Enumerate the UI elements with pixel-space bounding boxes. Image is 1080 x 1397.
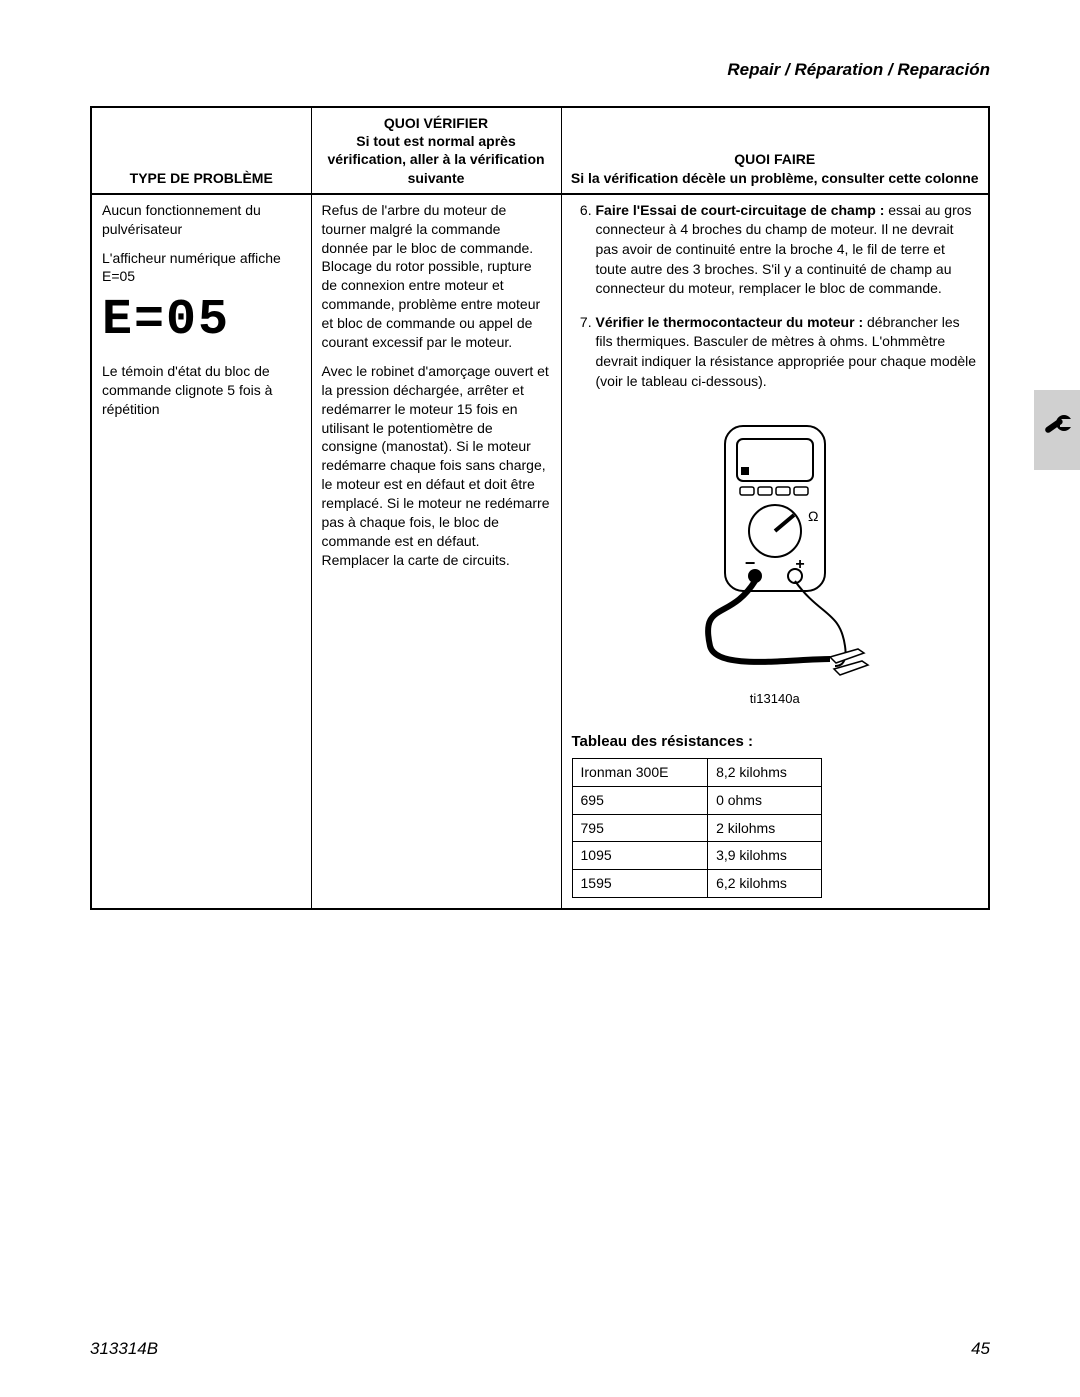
type-text-1: Aucun fonctionnement du pulvérisateur bbox=[102, 201, 301, 239]
column-header-type: TYPE DE PROBLÈME bbox=[91, 107, 311, 194]
resistance-row: 6950 ohms bbox=[572, 786, 821, 814]
resistance-table-title: Tableau des résistances : bbox=[572, 732, 979, 752]
resistance-cell: 695 bbox=[572, 786, 708, 814]
resistance-cell: 2 kilohms bbox=[708, 814, 821, 842]
do-cell: Faire l'Essai de court-circuitage de cha… bbox=[561, 194, 989, 909]
multimeter-illustration: Ω − + bbox=[572, 421, 979, 707]
step-7: Vérifier le thermocontacteur du moteur :… bbox=[596, 313, 979, 391]
resistance-cell: 6,2 kilohms bbox=[708, 870, 821, 898]
resistance-cell: 1595 bbox=[572, 870, 708, 898]
svg-text:+: + bbox=[795, 556, 804, 573]
column-header-check: QUOI VÉRIFIER Si tout est normal après v… bbox=[311, 107, 561, 194]
multimeter-icon: Ω − + bbox=[670, 421, 880, 681]
resistance-cell: 795 bbox=[572, 814, 708, 842]
side-tab bbox=[1034, 390, 1080, 470]
step-6: Faire l'Essai de court-circuitage de cha… bbox=[596, 201, 979, 299]
error-code-display: E=05 bbox=[102, 296, 301, 346]
resistance-cell: 8,2 kilohms bbox=[708, 758, 821, 786]
resistance-row: 10953,9 kilohms bbox=[572, 842, 821, 870]
type-cell: Aucun fonctionnement du pulvérisateur L'… bbox=[91, 194, 311, 909]
resistance-cell: Ironman 300E bbox=[572, 758, 708, 786]
resistance-row: 15956,2 kilohms bbox=[572, 870, 821, 898]
resistance-cell: 0 ohms bbox=[708, 786, 821, 814]
resistance-cell: 1095 bbox=[572, 842, 708, 870]
type-text-3: Le témoin d'état du bloc de commande cli… bbox=[102, 362, 301, 419]
steps-list: Faire l'Essai de court-circuitage de cha… bbox=[572, 201, 979, 391]
page-footer: 313314B 45 bbox=[90, 1339, 990, 1359]
document-page: Repair / Réparation / Reparación TYPE DE… bbox=[0, 0, 1080, 1397]
svg-text:Ω: Ω bbox=[808, 508, 818, 524]
check-text-1: Refus de l'arbre du moteur de tourner ma… bbox=[322, 201, 551, 352]
type-text-2: L'afficheur numérique affiche E=05 bbox=[102, 249, 301, 287]
doc-reference: 313314B bbox=[90, 1339, 158, 1359]
resistance-row: 7952 kilohms bbox=[572, 814, 821, 842]
resistance-cell: 3,9 kilohms bbox=[708, 842, 821, 870]
check-text-2: Avec le robinet d'amorçage ouvert et la … bbox=[322, 362, 551, 570]
resistance-table: Ironman 300E8,2 kilohms6950 ohms7952 kil… bbox=[572, 758, 822, 898]
page-number: 45 bbox=[971, 1339, 990, 1359]
resistance-row: Ironman 300E8,2 kilohms bbox=[572, 758, 821, 786]
column-header-do: QUOI FAIRE Si la vérification décèle un … bbox=[561, 107, 989, 194]
page-header: Repair / Réparation / Reparación bbox=[90, 60, 990, 80]
svg-text:−: − bbox=[744, 553, 755, 573]
check-cell: Refus de l'arbre du moteur de tourner ma… bbox=[311, 194, 561, 909]
troubleshooting-table: TYPE DE PROBLÈME QUOI VÉRIFIER Si tout e… bbox=[90, 106, 990, 910]
illustration-caption: ti13140a bbox=[572, 690, 979, 708]
wrench-icon bbox=[1040, 413, 1074, 447]
